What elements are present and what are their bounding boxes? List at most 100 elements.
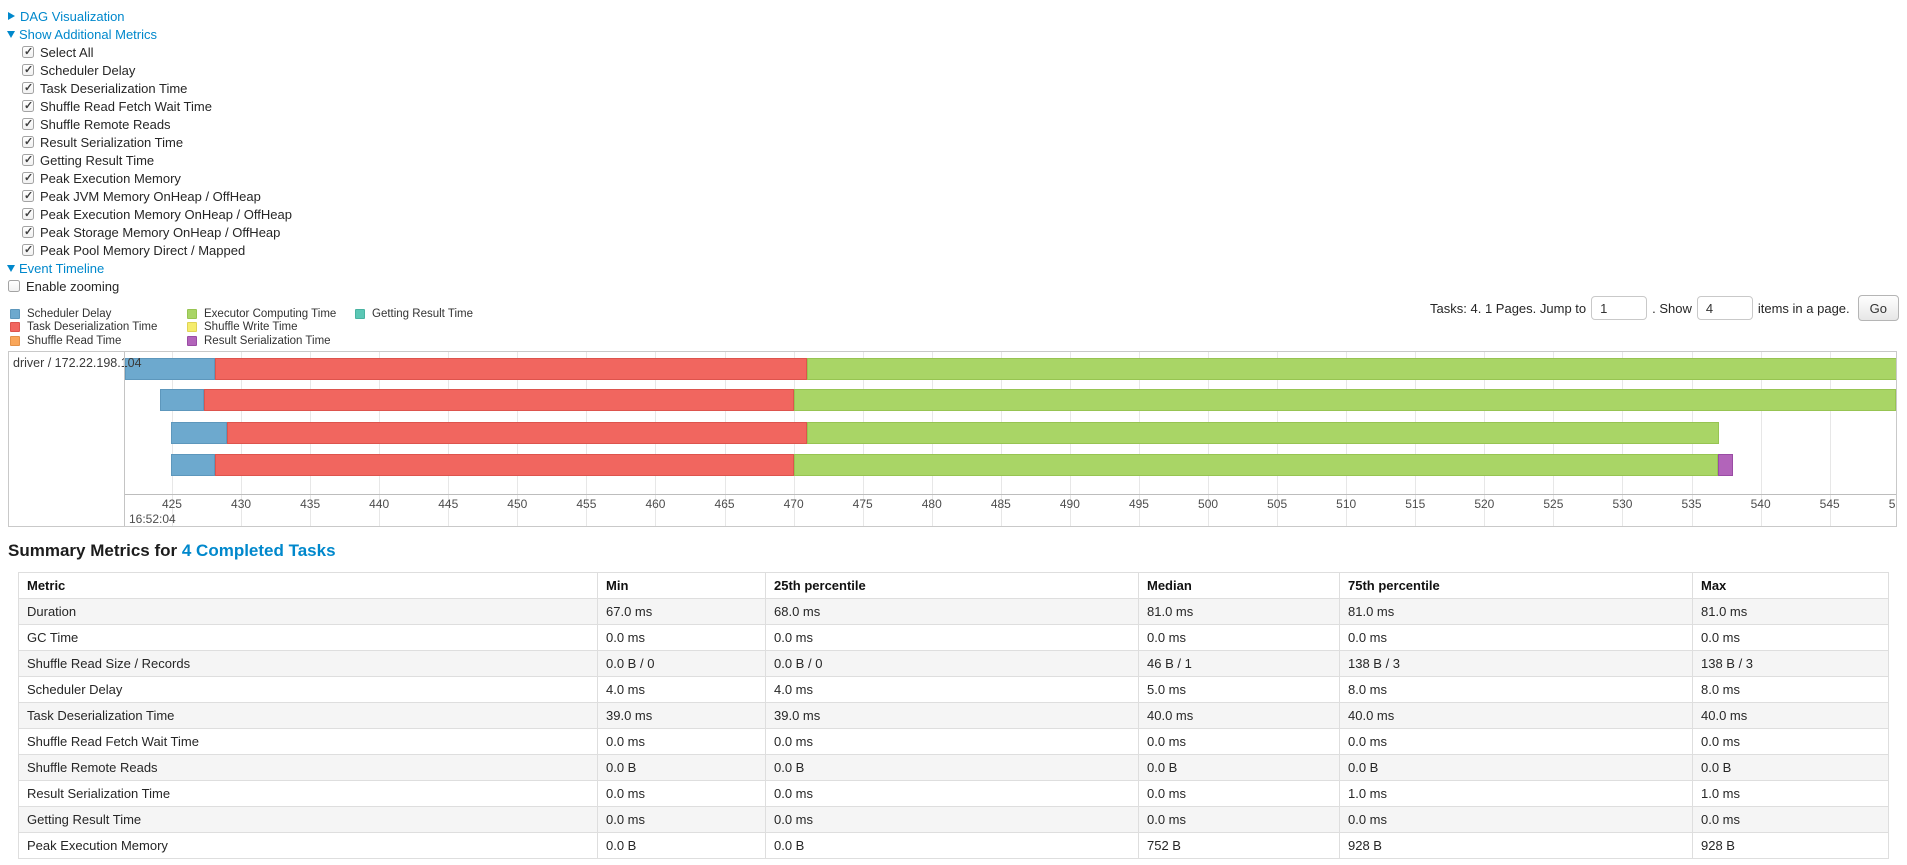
event-timeline-toggle[interactable]: Event Timeline: [7, 259, 1907, 277]
timeline-tick-label: 475: [852, 497, 873, 511]
executor-group-label: driver / 172.22.198.104: [13, 356, 142, 370]
items-per-page-input[interactable]: [1696, 296, 1753, 320]
metric-checkbox-row: Peak JVM Memory OnHeap / OffHeap: [22, 187, 1907, 205]
table-cell: 67.0 ms: [597, 598, 766, 625]
timeline-tick-label: 470: [783, 497, 804, 511]
enable-zooming-checkbox[interactable]: [8, 280, 20, 292]
timeline-tick-label: 545: [1819, 497, 1840, 511]
timeline-tick-label: 520: [1474, 497, 1495, 511]
metric-checkbox[interactable]: [22, 99, 34, 112]
metric-checkbox-row: Shuffle Remote Reads: [22, 115, 1907, 133]
legend-item-getting-result: Getting Result Time: [355, 307, 473, 321]
task-segment-executor-computing: [793, 389, 1896, 411]
table-row: Shuffle Read Size / Records 0.0 B / 0 0.0 …: [18, 650, 1889, 677]
metric-checkbox-row: Peak Pool Memory Direct / Mapped: [22, 241, 1907, 259]
dag-visualization-toggle[interactable]: DAG Visualization: [8, 7, 1907, 25]
timeline-tick-label: 450: [507, 497, 528, 511]
table-cell: 0.0 ms: [765, 780, 1139, 807]
task-segment-executor-computing: [793, 454, 1718, 476]
metric-checkbox[interactable]: [22, 135, 34, 148]
legend-item-scheduler-delay: Scheduler Delay: [10, 307, 187, 321]
metric-checkbox[interactable]: [22, 207, 34, 220]
caret-down-icon: [7, 264, 15, 272]
timeline-legend: Scheduler Delay Task Deserialization Time…: [10, 307, 1899, 348]
table-cell: 4.0 ms: [765, 676, 1139, 703]
metric-checkbox-row: Getting Result Time: [22, 151, 1907, 169]
legend-item-result-serialization: Result Serialization Time: [187, 334, 355, 348]
table-cell: 40.0 ms: [1692, 702, 1889, 729]
table-cell: 40.0 ms: [1339, 702, 1693, 729]
caret-right-icon: [8, 12, 15, 20]
task-pagination: Tasks: 4. 1 Pages. Jump to . Show items …: [1430, 295, 1899, 321]
table-row: Duration 67.0 ms 68.0 ms 81.0 ms 81.0 ms 81.0…: [18, 598, 1889, 625]
timeline-axis-line: [9, 494, 1896, 495]
table-cell: 1.0 ms: [1339, 780, 1693, 807]
column-header: Max: [1692, 572, 1889, 599]
task-segment-task-deserialization: [214, 454, 794, 476]
table-cell: 39.0 ms: [597, 702, 766, 729]
legend-swatch-icon: [10, 335, 20, 346]
show-additional-metrics-toggle[interactable]: Show Additional Metrics: [7, 25, 1907, 43]
table-cell: 0.0 B: [1692, 754, 1889, 781]
legend-column: Scheduler Delay Task Deserialization Time…: [10, 307, 187, 348]
items-in-page-text: items in a page.: [1757, 300, 1850, 316]
timeline-tick-label: 540: [1750, 497, 1771, 511]
legend-swatch-icon: [10, 308, 20, 319]
table-row: Task Deserialization Time 39.0 ms 39.0 ms 4…: [18, 702, 1889, 729]
metric-checkbox[interactable]: [22, 45, 34, 58]
table-cell: 0.0 ms: [1138, 806, 1340, 833]
timeline-tick-label: 510: [1336, 497, 1357, 511]
metric-checkbox-row: Result Serialization Time: [22, 133, 1907, 151]
metric-checkbox-row: Task Deserialization Time: [22, 79, 1907, 97]
timeline-plot-area: 425 430 435 440 445 450 455 460 465 470 475 480 485 4…: [125, 352, 1896, 526]
column-header: 25th percentile: [765, 572, 1139, 599]
task-segment-scheduler-delay: [159, 389, 204, 411]
legend-item-shuffle-read: Shuffle Read Time: [10, 334, 187, 348]
dag-visualization-link[interactable]: DAG Visualization: [20, 8, 125, 24]
timeline-tick-label: 445: [438, 497, 459, 511]
metric-checkbox-row: Shuffle Read Fetch Wait Time: [22, 97, 1907, 115]
completed-tasks-link[interactable]: 4 Completed Tasks: [181, 541, 336, 560]
timeline-tick-label: 435: [300, 497, 321, 511]
table-cell: 46 B / 1: [1138, 650, 1340, 677]
metric-checkbox[interactable]: [22, 63, 34, 76]
jump-to-page-input[interactable]: [1591, 296, 1648, 320]
table-cell: 0.0 ms: [1138, 780, 1340, 807]
table-cell: 138 B / 3: [1692, 650, 1889, 677]
legend-item-executor-computing: Executor Computing Time: [187, 307, 355, 321]
table-cell: 39.0 ms: [765, 702, 1139, 729]
show-additional-metrics-link[interactable]: Show Additional Metrics: [19, 26, 158, 42]
timeline-column-divider: [124, 352, 125, 526]
table-cell: Result Serialization Time: [18, 780, 598, 807]
timeline-tick-label: 495: [1128, 497, 1149, 511]
timeline-tick-label: 425: [161, 497, 182, 511]
event-timeline-link[interactable]: Event Timeline: [19, 260, 105, 276]
task-segment-scheduler-delay: [170, 454, 215, 476]
table-row: Peak Execution Memory 0.0 B 0.0 B 752 B 928 …: [18, 832, 1889, 859]
legend-column: Executor Computing Time Shuffle Write Tim…: [187, 307, 355, 348]
table-cell: Shuffle Remote Reads: [18, 754, 598, 781]
timeline-tick-label: 485: [990, 497, 1011, 511]
metric-checkbox[interactable]: [22, 243, 34, 256]
metric-checkbox-label: Peak Execution Memory: [40, 170, 181, 186]
metric-checkbox[interactable]: [22, 117, 34, 130]
table-cell: 0.0 ms: [1138, 728, 1340, 755]
table-cell: 0.0 B / 0: [765, 650, 1139, 677]
legend-label: Getting Result Time: [372, 307, 473, 320]
metric-checkbox-row: Peak Execution Memory: [22, 169, 1907, 187]
task-segment-executor-computing: [807, 422, 1720, 444]
metric-checkbox[interactable]: [22, 153, 34, 166]
metric-checkbox[interactable]: [22, 81, 34, 94]
metric-checkbox[interactable]: [22, 171, 34, 184]
go-button[interactable]: Go: [1857, 295, 1899, 321]
table-cell: 0.0 ms: [597, 806, 766, 833]
task-segment-task-deserialization: [214, 358, 808, 380]
legend-column: Getting Result Time: [355, 307, 473, 348]
metric-checkbox[interactable]: [22, 189, 34, 202]
table-cell: 928 B: [1339, 832, 1693, 859]
metric-checkbox[interactable]: [22, 225, 34, 238]
legend-swatch-icon: [187, 335, 197, 346]
table-cell: Getting Result Time: [18, 806, 598, 833]
metric-checkbox-label: Shuffle Read Fetch Wait Time: [40, 98, 212, 114]
